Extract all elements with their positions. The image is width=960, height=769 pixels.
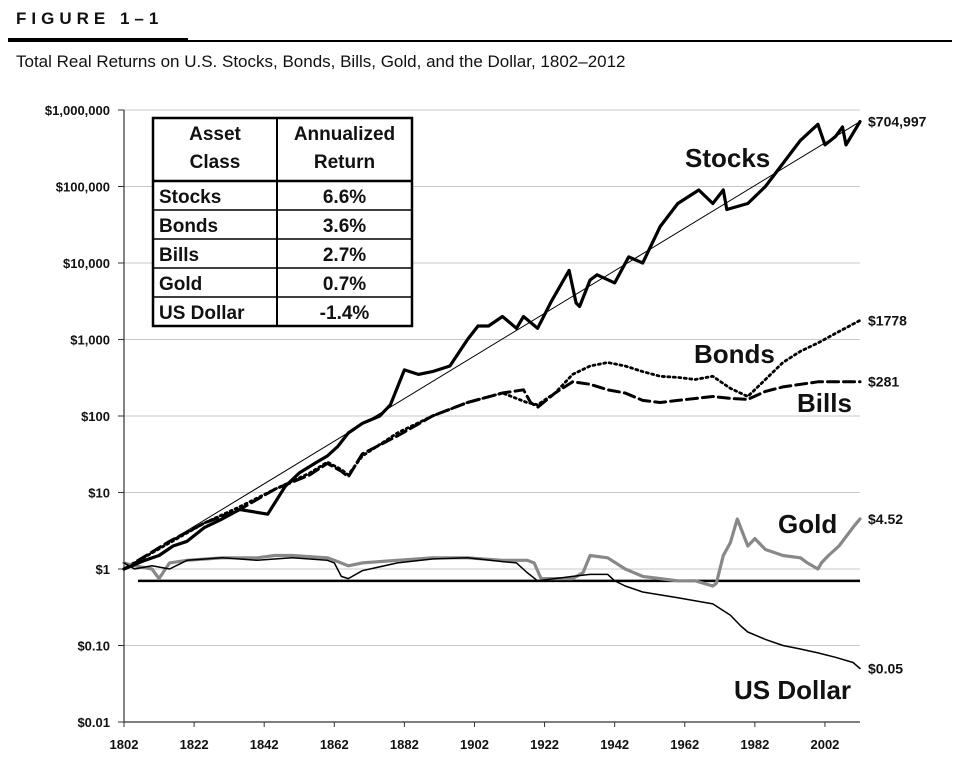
series-name-gold: Gold (778, 509, 837, 539)
table-header: Return (314, 152, 375, 173)
series-name-bonds: Bonds (694, 339, 775, 369)
series-line-bonds (122, 319, 862, 571)
x-tick-label: 1842 (250, 737, 279, 752)
x-tick-label: 1922 (530, 737, 559, 752)
table-header: Class (190, 152, 241, 173)
table-cell-return: 6.6% (323, 187, 366, 208)
x-tick-label: 1802 (110, 737, 139, 752)
x-tick-label: 1822 (180, 737, 209, 752)
series-labels: $281 $1778 $4.52 $0.05 $704,997 Stocks Bonds Bi… (685, 114, 927, 705)
axes: $1,000,000 $100,000 $10,000 $1,000 $100 $10 $1… (45, 103, 860, 752)
series-name-stocks: Stocks (685, 143, 770, 173)
reference-lines (123, 121, 861, 583)
chart-title: Total Real Returns on U.S. Stocks, Bonds… (16, 52, 626, 71)
table-cell-asset: Stocks (159, 187, 221, 208)
x-tick-label: 1902 (460, 737, 489, 752)
end-value-label-us-dollar: $0.05 (868, 661, 903, 677)
returns-table: Asset Class Annualized Return Stocks 6.6% Bond… (151, 116, 414, 328)
series-name-us-dollar: US Dollar (734, 675, 851, 705)
series-name-bills: Bills (797, 388, 852, 418)
y-tick-label: $1 (96, 562, 110, 577)
y-tick-label: $1,000 (70, 333, 110, 348)
y-tick-label: $0.01 (77, 715, 110, 730)
series-line-bills (122, 380, 862, 571)
table-cell-asset: Bonds (159, 216, 218, 237)
table-cell-return: 3.6% (323, 216, 366, 237)
series-line-us-dollar (123, 557, 861, 670)
x-tick-label: 1882 (390, 737, 419, 752)
table-cell-return: 2.7% (323, 245, 366, 266)
y-tick-label: $100 (81, 409, 110, 424)
x-tick-label: 1982 (740, 737, 769, 752)
end-value-label-bonds: $1778 (868, 312, 907, 328)
trend-line (123, 121, 861, 570)
table-cell-asset: Bills (159, 245, 199, 266)
table-frame (151, 116, 414, 328)
series (122, 120, 862, 670)
end-value-label-gold: $4.52 (868, 511, 903, 527)
x-tick-label: 2002 (810, 737, 839, 752)
table-cell-return: 0.7% (323, 274, 366, 295)
table-cell-asset: Gold (159, 274, 202, 295)
y-tick-label: $100,000 (56, 180, 110, 195)
figure-label: FIGURE 1–1 (16, 9, 164, 28)
y-tick-label: $10,000 (63, 256, 110, 271)
x-tick-label: 1942 (600, 737, 629, 752)
series-line-stocks (122, 120, 862, 571)
series-line-gold (122, 517, 862, 588)
y-tick-label: $1,000,000 (45, 103, 110, 118)
end-value-label-stocks: $704,997 (868, 114, 927, 130)
x-tick-label: 1962 (670, 737, 699, 752)
table-cell-asset: US Dollar (159, 303, 245, 324)
title-rule (8, 40, 952, 42)
y-tick-label: $0.10 (77, 639, 110, 654)
end-value-label-bills: $281 (868, 374, 899, 390)
table-header: Asset (189, 124, 241, 145)
x-tick-label: 1862 (320, 737, 349, 752)
table-header: Annualized (294, 124, 395, 145)
y-tick-label: $10 (88, 486, 110, 501)
table-cell-return: -1.4% (320, 303, 370, 324)
